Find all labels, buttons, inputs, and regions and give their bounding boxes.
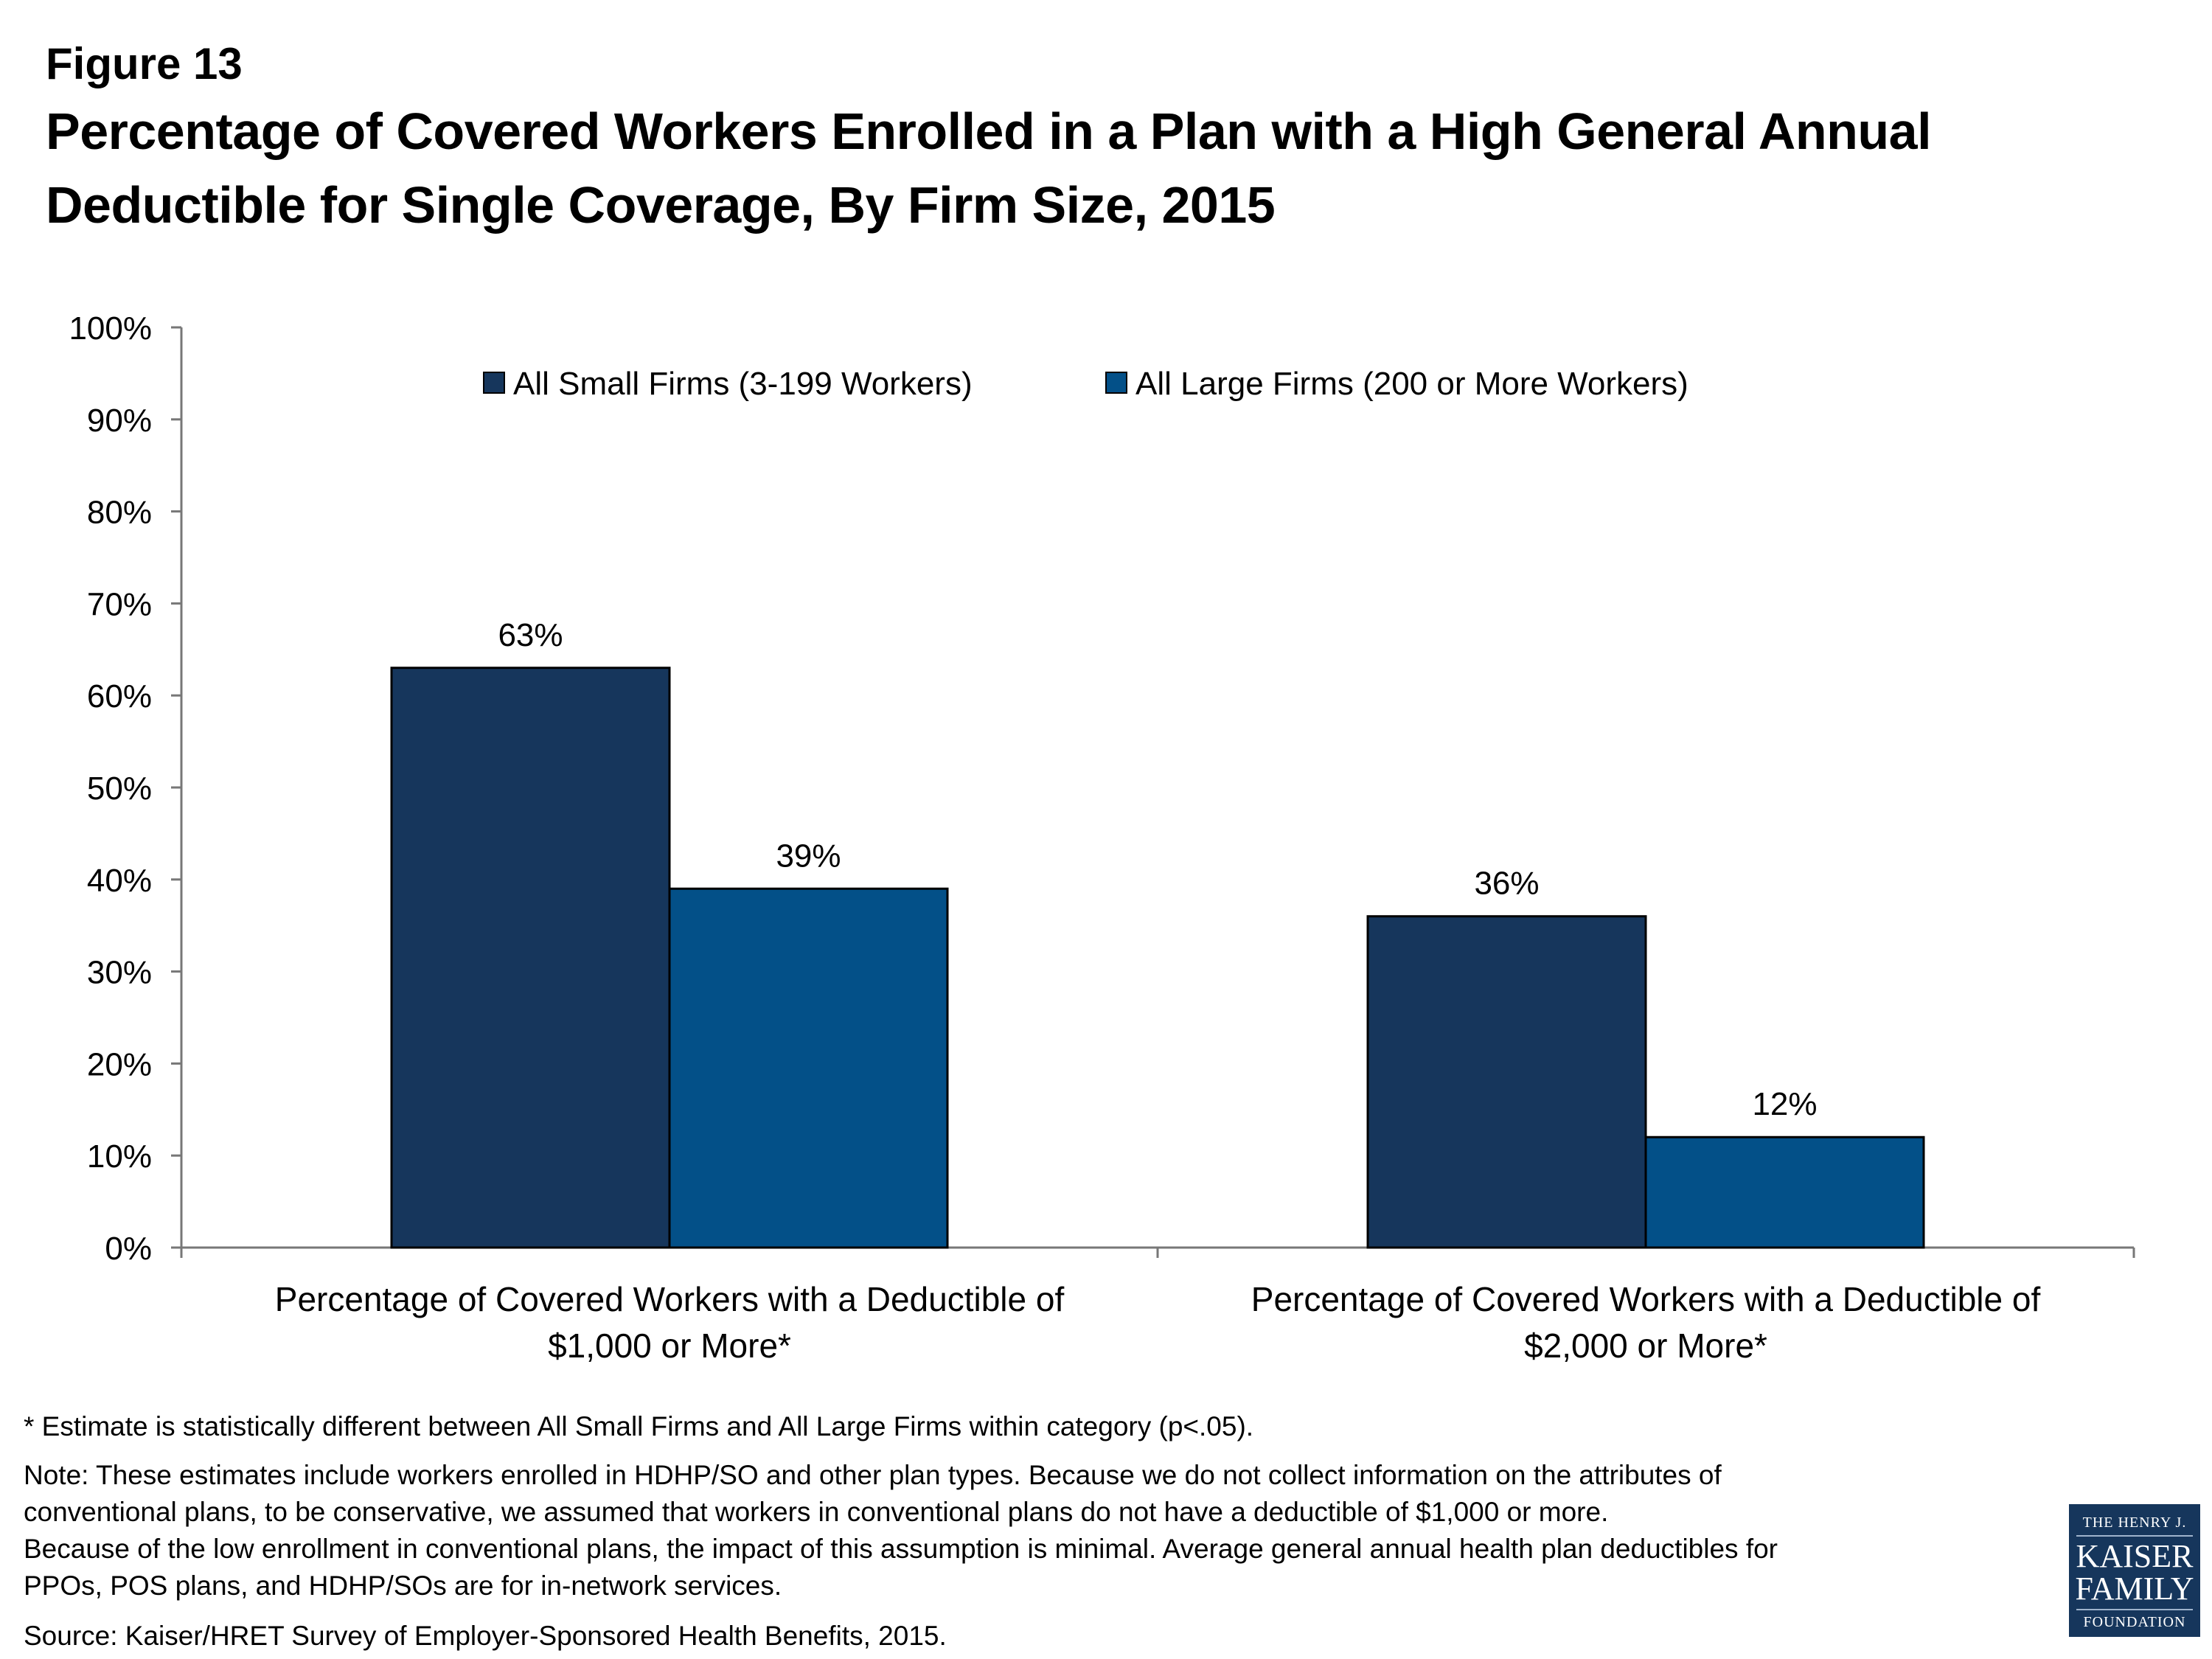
legend-swatch	[1105, 372, 1127, 394]
y-tick-label: 90%	[87, 403, 152, 439]
y-tick-label: 80%	[87, 495, 152, 531]
y-tick-label: 70%	[87, 586, 152, 622]
y-tick-label: 40%	[87, 863, 152, 899]
logo-line-2: KAISER	[2076, 1538, 2194, 1574]
footnote-asterisk: * Estimate is statistically different be…	[24, 1411, 1254, 1441]
bars: 63% 39% 36% 12%	[390, 617, 1925, 1249]
legend-label: All Large Firms (200 or More Workers)	[1135, 366, 1688, 402]
x-category-label: $1,000 or More*	[548, 1326, 791, 1365]
y-tick-label: 20%	[87, 1046, 152, 1082]
chart-title-line-2: Deductible for Single Coverage, By Firm …	[46, 176, 1276, 234]
bar-large-firms	[1644, 1135, 1925, 1249]
kff-logo: THE HENRY J. KAISER FAMILY FOUNDATION	[2069, 1504, 2200, 1637]
y-tick-label: 50%	[87, 771, 152, 807]
legend-swatch	[483, 372, 505, 394]
x-category-label: Percentage of Covered Workers with a Ded…	[275, 1280, 1065, 1318]
source-note: Source: Kaiser/HRET Survey of Employer-S…	[24, 1621, 947, 1651]
y-tick-label: 0%	[105, 1231, 152, 1267]
bar-chart: 0% 10% 20% 30% 40% 50% 60% 70% 80% 90% 100% Percent…	[69, 310, 2135, 1365]
bar-small-firms	[1366, 915, 1647, 1249]
logo-line-1: THE HENRY J.	[2082, 1514, 2187, 1531]
figure-label: Figure 13	[46, 39, 243, 88]
legend-label: All Small Firms (3-199 Workers)	[513, 366, 973, 402]
data-label: 63%	[498, 617, 563, 653]
note-line-1: Note: These estimates include workers en…	[24, 1460, 1722, 1490]
chart-title-line-1: Percentage of Covered Workers Enrolled i…	[46, 102, 1932, 160]
data-label: 39%	[776, 838, 841, 874]
y-tick-label: 30%	[87, 955, 152, 991]
bar-large-firms	[668, 887, 949, 1249]
logo-line-4: FOUNDATION	[2083, 1614, 2186, 1630]
legend: All Small Firms (3-199 Workers) All Large…	[483, 366, 1688, 402]
logo-line-3: FAMILY	[2075, 1571, 2194, 1607]
y-tick-label: 10%	[87, 1138, 152, 1175]
data-label: 36%	[1474, 866, 1539, 902]
y-tick-label: 60%	[87, 678, 152, 714]
y-tick-label: 100%	[69, 310, 152, 347]
x-category-label: Percentage of Covered Workers with a Ded…	[1251, 1280, 2041, 1318]
data-label: 12%	[1752, 1086, 1817, 1122]
x-category-label: $2,000 or More*	[1524, 1326, 1767, 1365]
note-line-4: PPOs, POS plans, and HDHP/SOs are for in…	[24, 1571, 782, 1601]
note-line-2: conventional plans, to be conservative, …	[24, 1497, 1609, 1527]
note-line-3: Because of the low enrollment in convent…	[24, 1534, 1778, 1564]
bar-small-firms	[390, 667, 671, 1249]
